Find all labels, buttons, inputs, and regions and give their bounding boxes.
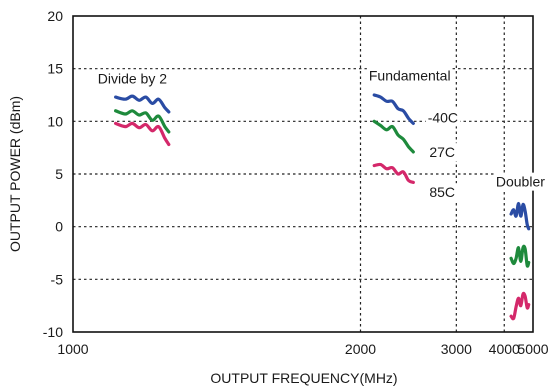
series-line bbox=[372, 162, 415, 184]
series-line bbox=[509, 201, 531, 231]
annotation-background bbox=[366, 66, 453, 85]
series-line bbox=[372, 93, 415, 125]
series-line bbox=[372, 119, 415, 154]
annotation-background bbox=[493, 172, 548, 191]
annotation-divide: Divide by 2 bbox=[98, 70, 167, 86]
annotation-t-40: -40C bbox=[428, 109, 458, 125]
y-axis-title: OUTPUT POWER (dBm) bbox=[7, 96, 23, 252]
annotation-background bbox=[425, 108, 461, 127]
annotation-doubler: Doubler bbox=[496, 174, 545, 190]
y-tick-label: 5 bbox=[55, 166, 63, 182]
y-tick-label: 15 bbox=[47, 61, 63, 77]
x-tick-label: 1000 bbox=[57, 341, 88, 357]
x-tick-label: 2000 bbox=[345, 341, 376, 357]
x-axis-title: OUTPUT FREQUENCY(MHz) bbox=[210, 370, 397, 386]
series-line bbox=[114, 94, 171, 114]
series-line bbox=[114, 109, 171, 134]
y-tick-labels: -10 -5 0 5 10 15 20 bbox=[43, 8, 63, 340]
grid-lines bbox=[73, 16, 533, 332]
series-line bbox=[114, 121, 171, 147]
y-tick-label: 10 bbox=[47, 113, 63, 129]
x-tick-label: 5000 bbox=[517, 341, 548, 357]
annotation-background bbox=[427, 143, 458, 162]
x-tick-label: 4000 bbox=[489, 341, 520, 357]
series-line bbox=[509, 291, 531, 321]
y-tick-label: -5 bbox=[51, 271, 64, 287]
annotation-background bbox=[95, 69, 170, 88]
series-line bbox=[509, 244, 531, 268]
annotations: Divide by 2 Fundamental -40C 27C 85C Doubler bbox=[95, 66, 548, 202]
annotation-background bbox=[427, 183, 458, 202]
y-tick-label: 20 bbox=[47, 8, 63, 24]
y-tick-label: 0 bbox=[55, 219, 63, 235]
annotation-fundamental: Fundamental bbox=[369, 67, 451, 83]
annotation-t85: 85C bbox=[429, 184, 455, 200]
x-tick-label: 3000 bbox=[441, 341, 472, 357]
annotation-t27: 27C bbox=[429, 144, 455, 160]
y-tick-label: -10 bbox=[43, 324, 63, 340]
series-layer bbox=[114, 93, 531, 321]
